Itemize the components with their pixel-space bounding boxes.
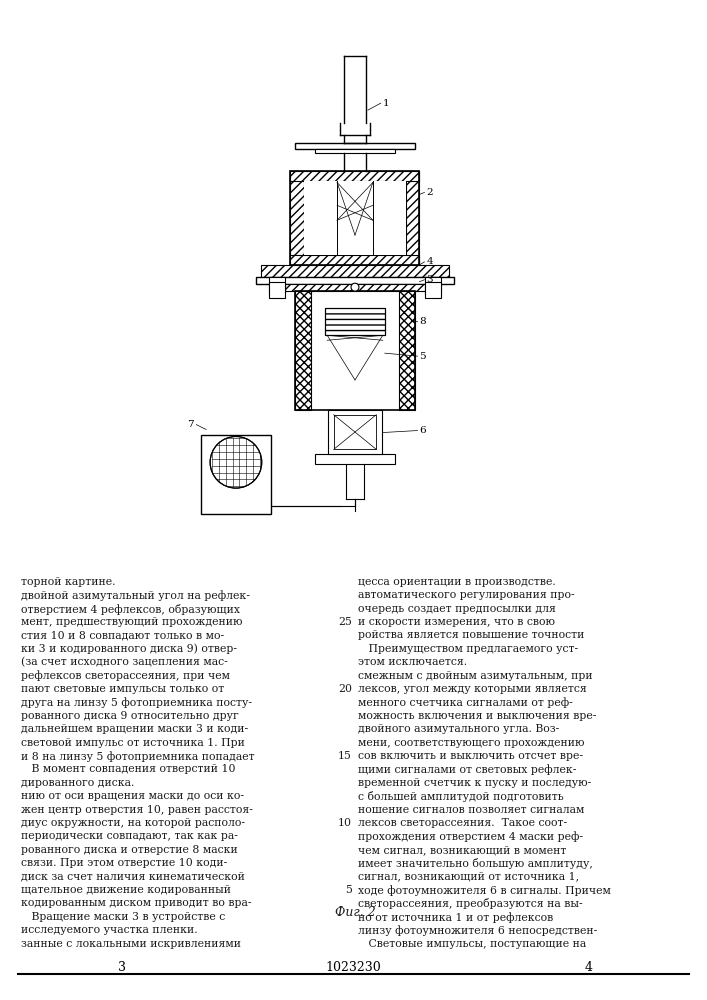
Bar — [256, 277, 454, 284]
Bar — [296, 291, 414, 410]
Bar — [291, 171, 419, 181]
Text: рованного диска и отверстие 8 маски: рованного диска и отверстие 8 маски — [21, 845, 238, 855]
Text: диск за счет наличия кинематической: диск за счет наличия кинематической — [21, 872, 245, 882]
Text: В момент совпадения отверстий 10: В момент совпадения отверстий 10 — [21, 764, 235, 774]
Text: ходе фотоумножителя 6 в сигналы. Причем: ходе фотоумножителя 6 в сигналы. Причем — [358, 885, 611, 896]
Text: лексов светорассеяния.  Такое соот-: лексов светорассеяния. Такое соот- — [358, 818, 567, 828]
Text: линзу фотоумножителя 6 непосредствен-: линзу фотоумножителя 6 непосредствен- — [358, 925, 597, 936]
Bar — [271, 284, 439, 291]
Text: но от источника 1 и от рефлексов: но от источника 1 и от рефлексов — [358, 912, 553, 923]
Text: мени, соответствующего прохождению: мени, соответствующего прохождению — [358, 738, 585, 748]
Text: друга на линзу 5 фотоприемника посту-: друга на линзу 5 фотоприемника посту- — [21, 697, 252, 708]
Text: цесса ориентации в производстве.: цесса ориентации в производстве. — [358, 577, 556, 587]
Text: связи. При этом отверстие 10 коди-: связи. При этом отверстие 10 коди- — [21, 858, 227, 868]
Text: 1: 1 — [382, 99, 390, 108]
Bar — [305, 181, 406, 255]
Text: мент, предшествующий прохождению: мент, предшествующий прохождению — [21, 617, 242, 627]
Text: щими сигналами от световых рефлек-: щими сигналами от световых рефлек- — [358, 764, 576, 775]
Text: Фиг. 2: Фиг. 2 — [334, 906, 375, 919]
Text: 2: 2 — [426, 188, 433, 197]
Text: дальнейшем вращении маски 3 и коди-: дальнейшем вращении маски 3 и коди- — [21, 724, 247, 734]
Text: рефлексов светорассеяния, при чем: рефлексов светорассеяния, при чем — [21, 671, 230, 681]
Text: очередь создает предпосылки для: очередь создает предпосылки для — [358, 604, 556, 614]
Text: щательное движение кодированный: щательное движение кодированный — [21, 885, 230, 895]
Text: занные с локальными искривлениями: занные с локальными искривлениями — [21, 939, 240, 949]
Bar — [291, 171, 419, 265]
Bar — [201, 435, 271, 514]
Bar — [325, 308, 385, 335]
Text: имеет значительно большую амплитуду,: имеет значительно большую амплитуду, — [358, 858, 593, 869]
Bar — [291, 171, 305, 265]
Bar — [334, 415, 376, 449]
Text: ношение сигналов позволяет сигналам: ношение сигналов позволяет сигналам — [358, 805, 585, 815]
Bar — [291, 255, 419, 265]
Text: 7: 7 — [187, 420, 193, 429]
Text: лексов, угол между которыми является: лексов, угол между которыми является — [358, 684, 587, 694]
Bar — [406, 171, 419, 265]
Text: Преимуществом предлагаемого уст-: Преимуществом предлагаемого уст- — [358, 644, 578, 654]
Text: ки 3 и кодированного диска 9) отвер-: ки 3 и кодированного диска 9) отвер- — [21, 644, 237, 654]
Text: 10: 10 — [338, 818, 352, 828]
Circle shape — [351, 283, 359, 291]
Bar — [296, 143, 414, 149]
Text: 3: 3 — [426, 275, 433, 284]
Text: и скорости измерения, что в свою: и скорости измерения, что в свою — [358, 617, 555, 627]
Text: временной счетчик к пуску и последую-: временной счетчик к пуску и последую- — [358, 778, 591, 788]
Text: 4: 4 — [426, 257, 433, 266]
Bar — [328, 410, 382, 454]
Text: менного счетчика сигналами от реф-: менного счетчика сигналами от реф- — [358, 697, 573, 708]
Text: нию от оси вращения маски до оси ко-: нию от оси вращения маски до оси ко- — [21, 791, 244, 801]
Text: Световые импульсы, поступающие на: Световые импульсы, поступающие на — [358, 939, 586, 949]
Bar — [399, 291, 414, 410]
Bar — [426, 282, 441, 298]
Bar — [325, 308, 385, 335]
Text: 4: 4 — [584, 961, 592, 974]
Text: 1023230: 1023230 — [325, 961, 381, 974]
Text: 5: 5 — [345, 885, 352, 895]
Text: сов включить и выключить отсчет вре-: сов включить и выключить отсчет вре- — [358, 751, 583, 761]
Text: автоматического регулирования про-: автоматического регулирования про- — [358, 590, 575, 600]
Text: (за счет исходного зацепления мас-: (за счет исходного зацепления мас- — [21, 657, 228, 668]
Text: отверстием 4 рефлексов, образующих: отверстием 4 рефлексов, образующих — [21, 604, 240, 615]
Text: 25: 25 — [338, 617, 352, 627]
Text: ройства является повышение точности: ройства является повышение точности — [358, 630, 585, 640]
Bar — [315, 149, 395, 153]
Text: сигнал, возникающий от источника 1,: сигнал, возникающий от источника 1, — [358, 872, 579, 882]
Text: и 8 на линзу 5 фотоприемника попадает: и 8 на линзу 5 фотоприемника попадает — [21, 751, 255, 762]
Bar — [296, 291, 311, 410]
Text: световой импульс от источника 1. При: световой импульс от источника 1. При — [21, 738, 245, 748]
Text: периодически совпадают, так как ра-: периодически совпадают, так как ра- — [21, 831, 238, 841]
Text: диус окружности, на которой располо-: диус окружности, на которой располо- — [21, 818, 245, 828]
Text: 8: 8 — [419, 317, 426, 326]
Text: 3: 3 — [118, 961, 126, 974]
Text: Вращение маски 3 в устройстве с: Вращение маски 3 в устройстве с — [21, 912, 225, 922]
Text: с большей амплитудой подготовить: с большей амплитудой подготовить — [358, 791, 563, 802]
Text: чем сигнал, возникающий в момент: чем сигнал, возникающий в момент — [358, 845, 566, 855]
Text: смежным с двойным азимутальным, при: смежным с двойным азимутальным, при — [358, 671, 592, 681]
Text: 20: 20 — [338, 684, 352, 694]
Bar — [426, 277, 441, 293]
Text: 5: 5 — [419, 352, 426, 361]
Bar — [315, 454, 395, 464]
Text: 6: 6 — [419, 426, 426, 435]
Text: исследуемого участка пленки.: исследуемого участка пленки. — [21, 925, 197, 935]
Text: 15: 15 — [338, 751, 352, 761]
Text: стия 10 и 8 совпадают только в мо-: стия 10 и 8 совпадают только в мо- — [21, 630, 223, 640]
Text: пают световые импульсы только от: пают световые импульсы только от — [21, 684, 224, 694]
Text: дированного диска.: дированного диска. — [21, 778, 134, 788]
Text: прохождения отверстием 4 маски реф-: прохождения отверстием 4 маски реф- — [358, 831, 583, 842]
Circle shape — [210, 437, 262, 488]
Text: можность включения и выключения вре-: можность включения и выключения вре- — [358, 711, 596, 721]
Text: светорассеяния, преобразуются на вы-: светорассеяния, преобразуются на вы- — [358, 898, 583, 909]
Bar — [261, 265, 449, 277]
Text: торной картине.: торной картине. — [21, 577, 115, 587]
Text: двойного азимутального угла. Воз-: двойного азимутального угла. Воз- — [358, 724, 559, 734]
Text: жен центр отверстия 10, равен расстоя-: жен центр отверстия 10, равен расстоя- — [21, 805, 252, 815]
Bar — [269, 277, 284, 293]
Text: двойной азимутальный угол на рефлек-: двойной азимутальный угол на рефлек- — [21, 590, 250, 601]
Text: рованного диска 9 относительно друг: рованного диска 9 относительно друг — [21, 711, 238, 721]
Text: этом исключается.: этом исключается. — [358, 657, 467, 667]
Bar — [269, 282, 284, 298]
Text: кодированным диском приводит во вра-: кодированным диском приводит во вра- — [21, 898, 251, 908]
